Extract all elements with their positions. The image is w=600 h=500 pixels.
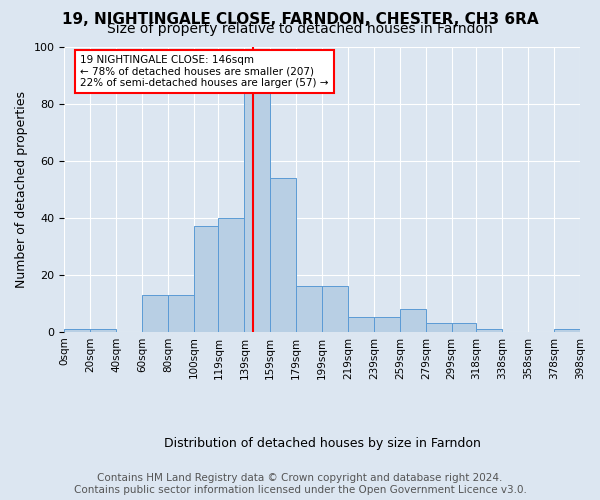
Bar <box>296 286 322 332</box>
Bar <box>554 329 580 332</box>
Bar <box>452 323 476 332</box>
Y-axis label: Number of detached properties: Number of detached properties <box>15 90 28 288</box>
X-axis label: Distribution of detached houses by size in Farndon: Distribution of detached houses by size … <box>164 437 481 450</box>
Bar <box>218 218 244 332</box>
Text: 19 NIGHTINGALE CLOSE: 146sqm
← 78% of detached houses are smaller (207)
22% of s: 19 NIGHTINGALE CLOSE: 146sqm ← 78% of de… <box>80 55 328 88</box>
Bar <box>271 178 296 332</box>
Bar <box>426 323 452 332</box>
Bar <box>476 329 502 332</box>
Bar <box>168 294 194 332</box>
Bar <box>348 318 374 332</box>
Text: 19, NIGHTINGALE CLOSE, FARNDON, CHESTER, CH3 6RA: 19, NIGHTINGALE CLOSE, FARNDON, CHESTER,… <box>62 12 538 26</box>
Text: Contains HM Land Registry data © Crown copyright and database right 2024.
Contai: Contains HM Land Registry data © Crown c… <box>74 474 526 495</box>
Bar <box>90 329 116 332</box>
Bar <box>194 226 218 332</box>
Text: Size of property relative to detached houses in Farndon: Size of property relative to detached ho… <box>107 22 493 36</box>
Bar <box>64 329 90 332</box>
Bar <box>400 309 426 332</box>
Bar <box>322 286 348 332</box>
Bar <box>244 90 271 332</box>
Bar <box>374 318 400 332</box>
Bar <box>142 294 168 332</box>
